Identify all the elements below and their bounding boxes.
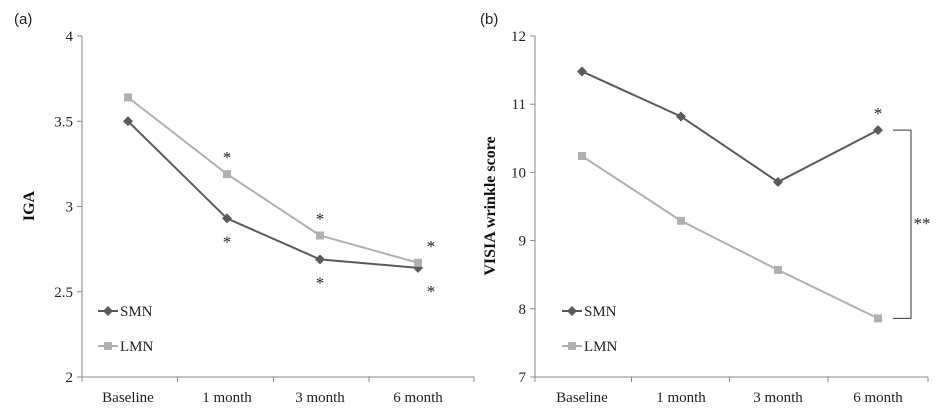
x-tick-label: 1 month [202, 390, 252, 406]
data-point-lmn [124, 93, 132, 102]
panel-label-a: (a) [14, 11, 32, 28]
x-tick-label: 6 month [853, 390, 903, 406]
data-point-lmn [677, 216, 685, 225]
chart-panel-b: (b) VISIA wrinkle score 7 8 9 10 11 12 Baseli… [480, 11, 931, 406]
data-point-lmn [223, 170, 231, 179]
x-tick-label: 6 month [393, 390, 443, 406]
data-point-lmn [414, 258, 422, 267]
legend-label-smn: SMN [584, 304, 617, 320]
legend-label-smn: SMN [120, 304, 153, 320]
series-group-a [123, 93, 423, 273]
y-tick-label: 8 [519, 302, 527, 318]
significance-star: * [316, 209, 325, 228]
y-tick-label: 2.5 [54, 285, 73, 301]
significance-marks-a: * * * * * * [223, 148, 436, 301]
x-tick-label: 3 month [753, 390, 803, 406]
y-tick-label: 11 [512, 97, 526, 113]
y-axis-label-b: VISIA wrinkle score [482, 136, 499, 275]
series-group-b [577, 66, 883, 323]
significance-star: * [874, 104, 883, 123]
x-tick-label: 1 month [656, 390, 706, 406]
data-point-smn [222, 213, 232, 224]
data-point-lmn [316, 231, 324, 240]
legend-label-lmn: LMN [584, 339, 618, 355]
data-point-smn [873, 125, 883, 136]
data-point-lmn [578, 152, 586, 161]
data-point-smn [676, 111, 686, 122]
x-ticks-b: Baseline 1 month 3 month 6 month [534, 377, 929, 406]
legend-label-lmn: LMN [120, 339, 154, 355]
y-tick-label: 2 [66, 370, 74, 386]
significance-marks-b: * [874, 104, 883, 123]
data-point-smn [315, 254, 325, 265]
significance-star: * [316, 273, 325, 292]
y-ticks-a: 2 2.5 3 3.5 4 [54, 29, 82, 386]
legend-marker-smn [567, 306, 577, 316]
legend-a: SMN LMN [98, 304, 154, 355]
data-point-smn [577, 66, 587, 77]
y-tick-label: 3 [66, 200, 74, 216]
y-ticks-b: 7 8 9 10 11 12 [511, 29, 535, 386]
series-line-smn [581, 70, 879, 184]
y-tick-label: 7 [519, 370, 527, 386]
bracket-label: ** [914, 214, 931, 233]
significance-bracket: ** [893, 129, 931, 319]
x-tick-label: Baseline [556, 390, 608, 406]
x-tick-label: Baseline [102, 390, 154, 406]
significance-star: * [223, 148, 232, 167]
y-tick-label: 10 [511, 165, 526, 181]
x-ticks-a: Baseline 1 month 3 month 6 month [81, 377, 475, 406]
series-line-lmn [581, 155, 879, 320]
significance-star: * [427, 237, 436, 256]
data-point-smn [773, 176, 783, 187]
panel-label-b: (b) [480, 11, 498, 28]
legend-marker-lmn [104, 342, 112, 350]
series-line-smn [127, 120, 419, 269]
legend-marker-smn [103, 306, 113, 316]
y-tick-label: 3.5 [54, 114, 73, 130]
chart-panel-a: (a) IGA 2 2.5 3 3.5 4 Baseline 1 month 3 month… [14, 11, 475, 406]
y-tick-label: 12 [511, 29, 526, 45]
series-line-lmn [127, 96, 419, 264]
significance-star: * [427, 282, 436, 301]
data-point-smn [123, 116, 133, 127]
x-tick-label: 3 month [295, 390, 345, 406]
y-tick-label: 9 [519, 234, 527, 250]
y-axis-label-a: IGA [21, 190, 38, 221]
y-tick-label: 4 [66, 29, 74, 45]
data-point-lmn [874, 314, 882, 323]
data-point-lmn [774, 265, 782, 274]
significance-star: * [223, 232, 232, 251]
legend-marker-lmn [568, 342, 576, 350]
legend-b: SMN LMN [562, 304, 618, 355]
bracket-line [893, 129, 912, 319]
